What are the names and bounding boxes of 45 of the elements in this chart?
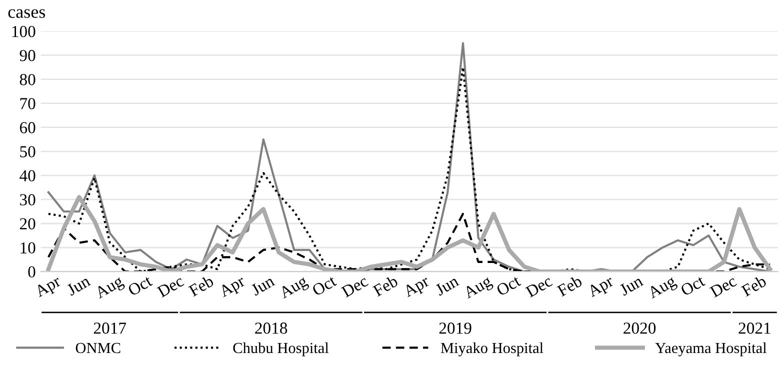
x-tick-label: Dec xyxy=(156,275,185,298)
y-tick-label: 30 xyxy=(20,194,36,206)
x-tick-label: Feb xyxy=(372,274,399,297)
x-tick-label: Oct xyxy=(496,274,522,296)
x-tick-label: Jun xyxy=(434,275,460,296)
y-tick-label: 60 xyxy=(20,122,36,134)
x-tick-label: Jun xyxy=(250,275,276,296)
y-tick-label: 90 xyxy=(20,50,36,62)
legend-label: ONMC xyxy=(76,342,120,354)
y-tick-label: 80 xyxy=(20,74,36,86)
y-tick-label: 10 xyxy=(20,242,36,254)
y-tick-label: 70 xyxy=(20,98,36,110)
text: 2017 xyxy=(94,322,126,334)
text: 2018 xyxy=(255,322,288,334)
x-tick-label: Aug xyxy=(462,274,494,302)
x-tick-label: Oct xyxy=(127,274,153,296)
x-tick-label: Apr xyxy=(218,274,248,300)
y-tick-label: 20 xyxy=(20,218,36,230)
y-tick-label: 50 xyxy=(20,146,36,158)
y-axis-title: cases xyxy=(8,9,46,18)
x-tick-label: Apr xyxy=(402,274,432,300)
x-tick-label: Dec xyxy=(709,275,738,298)
text: 2020 xyxy=(624,322,656,334)
x-tick-label: Aug xyxy=(94,274,126,302)
x-tick-label: Apr xyxy=(586,274,616,300)
text: 2019 xyxy=(439,322,472,334)
x-tick-label: Oct xyxy=(311,274,338,296)
text: 2021 xyxy=(738,322,770,334)
y-tick-label: 0 xyxy=(28,266,36,278)
x-tick-label: Feb xyxy=(556,274,583,297)
x-tick-label: Jun xyxy=(618,275,644,296)
x-tick-label: Feb xyxy=(188,274,214,297)
x-tick-label: Feb xyxy=(740,274,768,297)
y-tick-label: 100 xyxy=(12,26,36,38)
x-tick-label: Aug xyxy=(278,274,310,302)
x-tick-label: Aug xyxy=(646,274,679,302)
legend-label: Yaeyama Hospital xyxy=(655,342,767,356)
x-tick-label: Oct xyxy=(680,274,706,296)
x-tick-label: Dec xyxy=(340,275,369,298)
legend-label: Miyako Hospital xyxy=(440,342,544,356)
x-tick-label: Apr xyxy=(34,274,64,300)
x-tick-label: Jun xyxy=(66,275,92,296)
x-tick-label: Dec xyxy=(525,275,554,298)
legend-label: Chubu Hospital xyxy=(233,342,329,356)
y-tick-label: 40 xyxy=(20,170,36,182)
